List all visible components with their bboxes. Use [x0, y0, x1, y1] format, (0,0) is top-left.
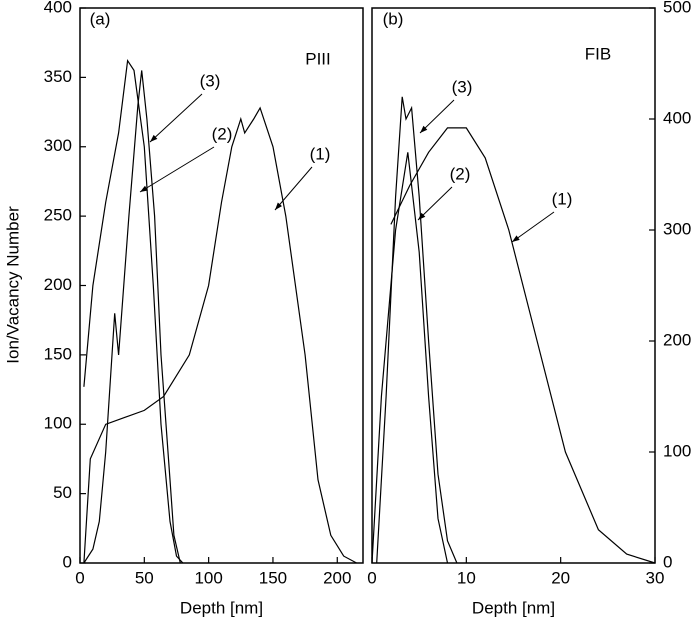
x-tick-label: 200 — [323, 568, 351, 587]
y-tick-label: 150 — [44, 344, 72, 363]
arrow-head — [140, 185, 148, 192]
y-tick-label: 200 — [663, 330, 691, 349]
x-tick-label: 10 — [457, 568, 476, 587]
curve-arrow — [419, 99, 455, 134]
y-axis-label: Ion/Vacancy Number — [3, 206, 22, 364]
curve-arrow — [417, 186, 453, 221]
arrow-head — [275, 202, 282, 210]
x-tick-label: 100 — [194, 568, 222, 587]
x-tick-label: 0 — [367, 568, 376, 587]
panel-title: FIB — [585, 44, 611, 63]
arrow-head — [420, 125, 428, 133]
curve-label: (1) — [310, 144, 331, 163]
y-tick-label: 0 — [63, 552, 72, 571]
data-line — [83, 106, 357, 564]
curve-arrow — [139, 146, 215, 193]
x-tick-label: 50 — [135, 568, 154, 587]
panel-label: (a) — [90, 9, 111, 28]
curve-label: (2) — [450, 164, 471, 183]
data-line — [390, 127, 656, 564]
arrow-head — [150, 134, 158, 142]
curve-label: (3) — [452, 77, 473, 96]
x-axis-label: Depth [nm] — [180, 598, 263, 617]
data-line — [83, 59, 184, 564]
data-line — [83, 70, 181, 564]
y-tick-label: 500 — [663, 0, 691, 16]
panel-label: (b) — [383, 9, 404, 28]
panel-title: PIII — [305, 49, 331, 68]
y-tick-label: 100 — [663, 441, 691, 460]
x-tick-label: 20 — [551, 568, 570, 587]
arrow-head — [512, 235, 520, 242]
y-tick-label: 0 — [663, 552, 672, 571]
x-tick-label: 150 — [259, 568, 287, 587]
x-tick-label: 0 — [75, 568, 84, 587]
data-line — [371, 152, 449, 564]
y-tick-label: 350 — [44, 67, 72, 86]
plot-frame — [79, 7, 364, 564]
curve-arrow — [149, 93, 203, 143]
curve-label: (3) — [200, 71, 221, 90]
plot-frame — [371, 7, 656, 564]
curve-label: (1) — [552, 189, 573, 208]
y-tick-label: 300 — [44, 136, 72, 155]
curve-arrow — [274, 166, 313, 211]
y-tick-label: 200 — [44, 275, 72, 294]
data-line — [376, 96, 458, 564]
y-tick-label: 100 — [44, 414, 72, 433]
y-tick-label: 400 — [663, 108, 691, 127]
x-axis-label: Depth [nm] — [472, 598, 555, 617]
curve-arrow — [511, 211, 555, 243]
y-tick-label: 50 — [53, 483, 72, 502]
y-tick-label: 250 — [44, 206, 72, 225]
curve-label: (2) — [212, 124, 233, 143]
y-tick-label: 300 — [663, 219, 691, 238]
y-tick-label: 400 — [44, 0, 72, 16]
x-tick-label: 30 — [646, 568, 665, 587]
arrow-head — [418, 212, 426, 220]
